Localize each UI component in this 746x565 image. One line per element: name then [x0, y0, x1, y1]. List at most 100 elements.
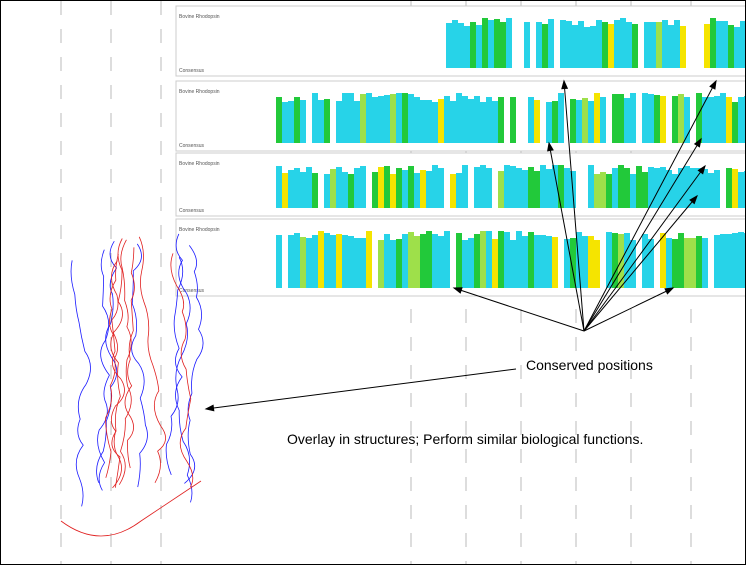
row-label: Consensus	[179, 288, 205, 294]
residue-column	[552, 237, 558, 288]
residue-column	[450, 101, 456, 143]
residue-column	[582, 98, 588, 143]
residue-column	[420, 234, 426, 288]
residue-column	[426, 231, 432, 288]
residue-column	[288, 170, 294, 208]
residue-column	[702, 238, 708, 288]
residue-column	[714, 170, 720, 208]
residue-column	[546, 102, 552, 143]
residue-column	[726, 168, 732, 208]
residue-column	[720, 93, 726, 143]
residue-column	[548, 19, 554, 68]
residue-column	[464, 26, 470, 68]
residue-column	[372, 172, 378, 208]
residue-column	[402, 234, 408, 288]
residue-column	[534, 171, 540, 208]
residue-column	[378, 96, 384, 143]
residue-column	[354, 168, 360, 208]
residue-column	[498, 97, 504, 143]
residue-column	[510, 240, 516, 288]
residue-column	[708, 97, 714, 143]
residue-column	[444, 96, 450, 143]
residue-column	[348, 93, 354, 143]
residue-column	[588, 165, 594, 208]
residue-column	[594, 240, 600, 288]
residue-column	[594, 93, 600, 143]
residue-column	[318, 100, 324, 143]
residue-column	[522, 236, 528, 288]
residue-column	[510, 97, 516, 143]
residue-column	[714, 96, 720, 143]
residue-column	[396, 239, 402, 288]
residue-column	[578, 21, 584, 68]
residue-column	[306, 238, 312, 288]
residue-column	[552, 101, 558, 143]
residue-column	[678, 94, 684, 143]
residue-column	[438, 236, 444, 288]
residue-column	[366, 93, 372, 143]
residue-column	[728, 25, 734, 68]
residue-column	[474, 96, 480, 143]
residue-column	[360, 238, 366, 288]
residue-column	[606, 174, 612, 208]
residue-column	[426, 171, 432, 208]
residue-column	[516, 168, 522, 208]
residue-column	[696, 236, 702, 288]
overlay-label: Overlay in structures; Perform similar b…	[287, 431, 687, 448]
residue-column	[348, 236, 354, 288]
residue-column	[480, 102, 486, 143]
residue-column	[564, 168, 570, 208]
residue-column	[738, 172, 744, 208]
backbone	[139, 237, 165, 483]
residue-column	[458, 23, 464, 68]
residue-column	[522, 170, 528, 208]
residue-column	[390, 240, 396, 288]
residue-column	[312, 173, 318, 208]
residue-column	[402, 170, 408, 208]
residue-column	[420, 170, 426, 208]
residue-column	[414, 173, 420, 208]
residue-column	[558, 93, 564, 143]
residue-column	[732, 102, 738, 143]
residue-column	[726, 97, 732, 143]
residue-column	[648, 239, 654, 288]
residue-column	[276, 166, 282, 208]
row-label: Consensus	[179, 208, 205, 214]
residue-column	[438, 99, 444, 143]
residue-column	[636, 166, 642, 208]
residue-column	[408, 166, 414, 208]
residue-column	[546, 236, 552, 288]
residue-column	[474, 167, 480, 208]
residue-column	[542, 24, 548, 68]
residue-column	[674, 20, 680, 68]
row-label: Bovine Rhodopsin	[179, 161, 220, 167]
residue-column	[486, 168, 492, 208]
residue-column	[288, 101, 294, 143]
residue-column	[654, 95, 660, 143]
residue-column	[486, 97, 492, 143]
residue-column	[288, 235, 294, 288]
residue-column	[528, 97, 534, 143]
residue-column	[300, 172, 306, 208]
alignment: Bovine RhodopsinConsensusBovine Rhodopsi…	[176, 6, 745, 296]
residue-column	[498, 231, 504, 288]
residue-column	[642, 172, 648, 208]
arrow-head	[206, 405, 214, 410]
residue-column	[672, 239, 678, 288]
residue-column	[408, 94, 414, 143]
row-label: Consensus	[179, 143, 205, 149]
residue-column	[462, 96, 468, 143]
residue-column	[432, 102, 438, 143]
residue-column	[408, 232, 414, 288]
residue-column	[384, 95, 390, 143]
residue-column	[480, 165, 486, 208]
residue-column	[648, 94, 654, 143]
backbone	[97, 241, 117, 483]
residue-column	[632, 24, 638, 68]
residue-column	[600, 172, 606, 208]
residue-column	[684, 238, 690, 288]
residue-column	[506, 18, 512, 68]
slide: Bovine RhodopsinConsensusBovine Rhodopsi…	[0, 0, 746, 565]
residue-column	[276, 235, 282, 288]
residue-column	[432, 165, 438, 208]
